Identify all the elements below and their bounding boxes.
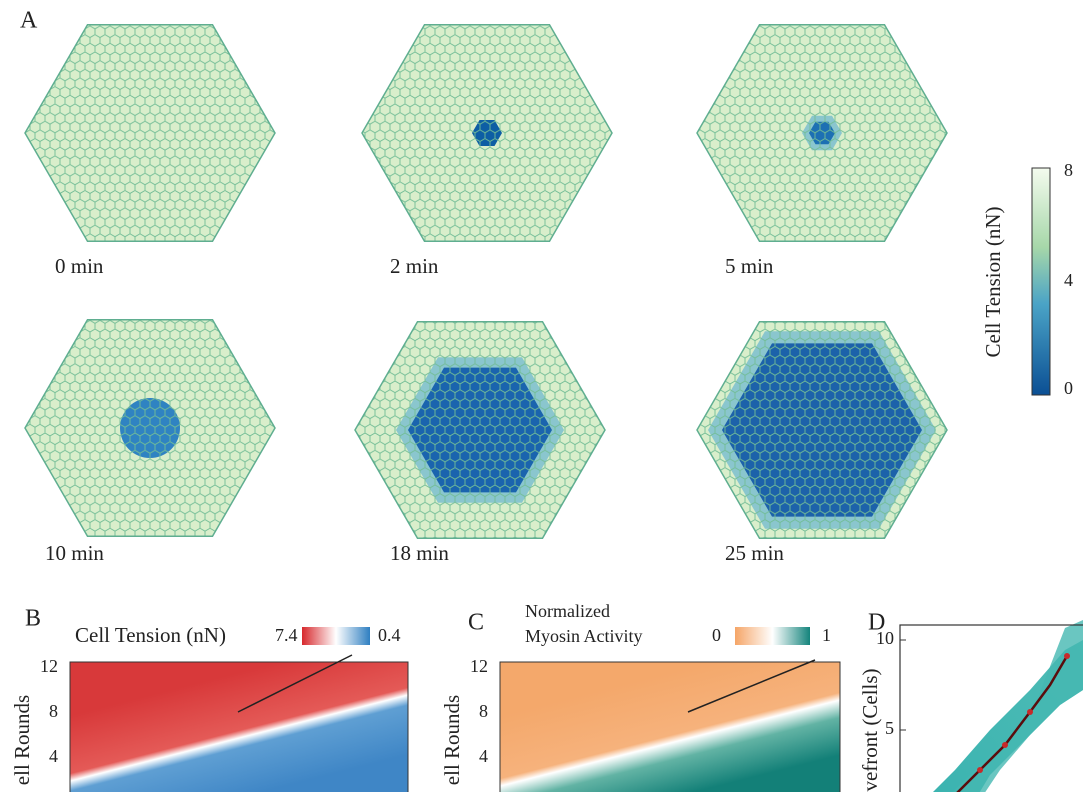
y-tick-label: 4 (49, 746, 58, 766)
colorbar-tick: 4 (1064, 270, 1073, 290)
points (977, 653, 1070, 773)
tissue-border (361, 23, 613, 243)
fit-line (687, 659, 816, 713)
y-tick-label: 12 (40, 656, 58, 676)
legend-gradient (735, 627, 810, 645)
heatmap (499, 661, 841, 797)
y-axis-label: ell Rounds (440, 695, 464, 785)
y-tick-label: 8 (49, 701, 58, 721)
time-label: 18 min (390, 541, 449, 565)
time-label: 5 min (725, 254, 774, 278)
y-tick-label: 10 (876, 628, 894, 648)
legend-gradient (302, 627, 370, 645)
legend-title: Normalized (525, 601, 610, 621)
cell-mesh (355, 321, 605, 539)
legend-min: 0.4 (378, 625, 401, 645)
point (977, 767, 983, 773)
legend-title: Myosin Activity (525, 626, 643, 646)
tissue-border (696, 320, 948, 540)
mean-line (951, 655, 1069, 797)
tissue-frame (354, 320, 606, 540)
cell-mesh (697, 321, 947, 539)
point (1027, 709, 1033, 715)
panel-label: B (25, 606, 41, 632)
colorbar-tick: 0 (1064, 378, 1073, 398)
y-tick-label: 12 (470, 656, 488, 676)
legend-min: 0 (712, 625, 721, 645)
point (1064, 653, 1070, 659)
tissue-border (24, 23, 276, 243)
time-label: 25 min (725, 541, 784, 565)
cell-mesh (362, 24, 612, 242)
point (1002, 742, 1008, 748)
error-band (948, 620, 1083, 797)
legend-max: 7.4 (275, 625, 298, 645)
cell-mesh (25, 319, 275, 537)
tissue-frame (696, 23, 948, 243)
tissue-frame (696, 320, 948, 540)
y-tick-label: 4 (479, 746, 488, 766)
tissue-border (696, 23, 948, 243)
fit-line (237, 654, 353, 713)
time-label: 2 min (390, 254, 439, 278)
tissue-frame (24, 23, 276, 243)
y-axis-label: vefront (Cells) (858, 668, 882, 791)
panel-label: C (468, 610, 484, 636)
colorbar-tick: 8 (1064, 160, 1073, 180)
tissue-frame (24, 318, 276, 538)
y-tick-label: 8 (479, 701, 488, 721)
legend-max: 1 (822, 625, 831, 645)
tissue-border (24, 318, 276, 538)
heatmap (69, 661, 409, 797)
axes-frame (899, 624, 1083, 797)
time-label: 0 min (55, 254, 104, 278)
y-axis-label: ell Rounds (10, 695, 34, 785)
tissue-frame (361, 23, 613, 243)
colorbar-title: Cell Tension (nN) (981, 207, 1005, 358)
cell-mesh (697, 24, 947, 242)
panel-label: A (20, 8, 38, 34)
time-label: 10 min (45, 541, 104, 565)
error-band (928, 640, 1083, 797)
y-tick-label: 5 (885, 718, 894, 738)
cell-mesh (25, 24, 275, 242)
tissue-border (354, 320, 606, 540)
legend-title: Cell Tension (nN) (75, 623, 226, 647)
colorbar (1031, 167, 1051, 396)
panel-label: D (868, 610, 885, 636)
